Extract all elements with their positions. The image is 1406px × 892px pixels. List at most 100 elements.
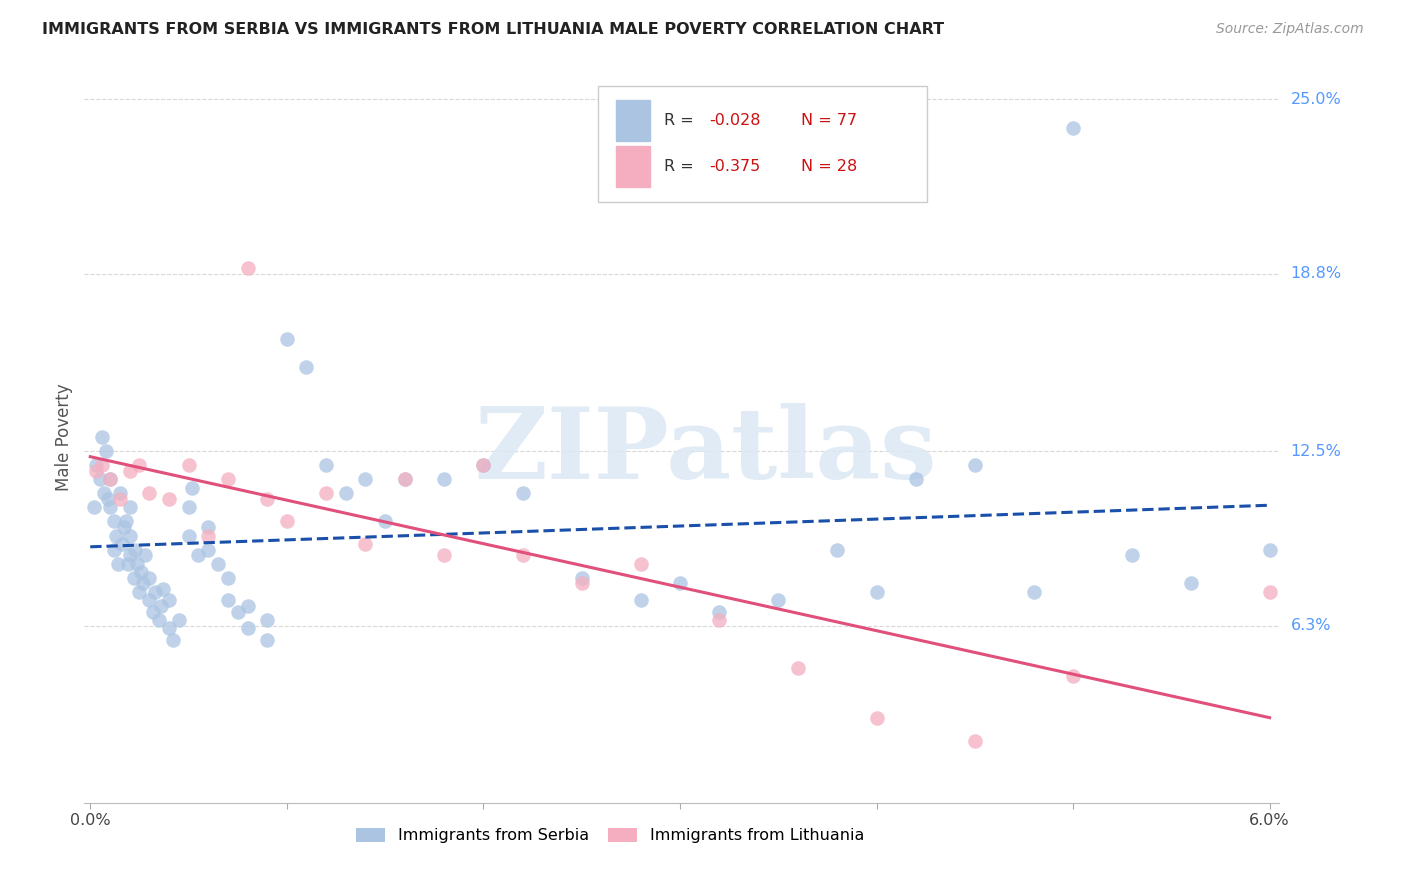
Point xyxy=(162,632,184,647)
Point xyxy=(472,458,495,473)
Point xyxy=(236,621,259,635)
Point xyxy=(138,571,160,585)
Point xyxy=(354,472,377,486)
Bar xyxy=(616,146,650,187)
Point xyxy=(512,486,534,500)
Point xyxy=(112,520,135,534)
Text: N = 77: N = 77 xyxy=(801,113,858,128)
Point xyxy=(118,548,141,562)
Point xyxy=(217,571,239,585)
Point xyxy=(84,458,107,473)
Point xyxy=(354,537,377,551)
Point xyxy=(89,472,111,486)
Point xyxy=(571,576,593,591)
Point xyxy=(148,613,170,627)
Point xyxy=(226,605,249,619)
Point xyxy=(433,472,456,486)
Point xyxy=(335,486,357,500)
Point xyxy=(94,444,117,458)
Point xyxy=(709,613,731,627)
Point xyxy=(150,599,173,613)
Text: 25.0%: 25.0% xyxy=(1291,92,1341,107)
Point xyxy=(91,458,114,473)
Point xyxy=(217,593,239,607)
Point xyxy=(571,571,593,585)
Point xyxy=(768,593,790,607)
Point xyxy=(256,632,278,647)
Point xyxy=(865,584,887,599)
Point xyxy=(1062,669,1084,683)
Text: R =: R = xyxy=(664,159,699,174)
Point xyxy=(1062,120,1084,135)
Point xyxy=(187,548,209,562)
Point xyxy=(207,557,229,571)
Point xyxy=(394,472,416,486)
Text: 18.8%: 18.8% xyxy=(1291,267,1341,281)
Point xyxy=(472,458,495,473)
Point xyxy=(104,528,127,542)
Point xyxy=(157,621,180,635)
Point xyxy=(630,593,652,607)
Point xyxy=(904,472,927,486)
Point xyxy=(315,486,337,500)
Point xyxy=(98,472,121,486)
Point xyxy=(124,542,146,557)
Point xyxy=(132,576,155,591)
Text: -0.375: -0.375 xyxy=(710,159,761,174)
Point xyxy=(98,500,121,515)
Point xyxy=(394,472,416,486)
Point xyxy=(315,458,337,473)
Point xyxy=(217,472,239,486)
Point xyxy=(108,486,131,500)
Text: Source: ZipAtlas.com: Source: ZipAtlas.com xyxy=(1216,22,1364,37)
Point xyxy=(236,261,259,276)
Point xyxy=(1121,548,1143,562)
Point xyxy=(197,528,219,542)
Point xyxy=(167,613,190,627)
Point xyxy=(98,472,121,486)
Point xyxy=(865,711,887,725)
Point xyxy=(103,515,125,529)
Point xyxy=(669,576,692,591)
Point xyxy=(114,515,136,529)
FancyBboxPatch shape xyxy=(599,86,927,202)
Point xyxy=(108,491,131,506)
Y-axis label: Male Poverty: Male Poverty xyxy=(55,384,73,491)
Point xyxy=(131,565,153,579)
Point xyxy=(1022,584,1045,599)
Text: -0.028: -0.028 xyxy=(710,113,761,128)
Point xyxy=(128,584,150,599)
Point xyxy=(128,458,150,473)
Bar xyxy=(616,100,650,141)
Point xyxy=(111,537,134,551)
Point xyxy=(256,491,278,506)
Point xyxy=(177,500,200,515)
Point xyxy=(103,542,125,557)
Text: IMMIGRANTS FROM SERBIA VS IMMIGRANTS FROM LITHUANIA MALE POVERTY CORRELATION CHA: IMMIGRANTS FROM SERBIA VS IMMIGRANTS FRO… xyxy=(42,22,945,37)
Point xyxy=(118,464,141,478)
Point xyxy=(107,557,129,571)
Point xyxy=(433,548,456,562)
Point xyxy=(295,359,318,374)
Text: R =: R = xyxy=(664,113,699,128)
Legend: Immigrants from Serbia, Immigrants from Lithuania: Immigrants from Serbia, Immigrants from … xyxy=(350,822,870,850)
Point xyxy=(825,542,848,557)
Point xyxy=(118,528,141,542)
Point xyxy=(197,542,219,557)
Point xyxy=(963,458,986,473)
Point xyxy=(122,571,145,585)
Point xyxy=(127,557,149,571)
Text: 6.3%: 6.3% xyxy=(1291,618,1331,633)
Point xyxy=(118,500,141,515)
Point xyxy=(276,332,298,346)
Point xyxy=(142,605,165,619)
Text: N = 28: N = 28 xyxy=(801,159,858,174)
Point xyxy=(963,734,986,748)
Point xyxy=(138,486,160,500)
Point xyxy=(134,548,156,562)
Point xyxy=(117,557,139,571)
Point xyxy=(83,500,105,515)
Point xyxy=(709,605,731,619)
Point xyxy=(91,430,114,444)
Point xyxy=(512,548,534,562)
